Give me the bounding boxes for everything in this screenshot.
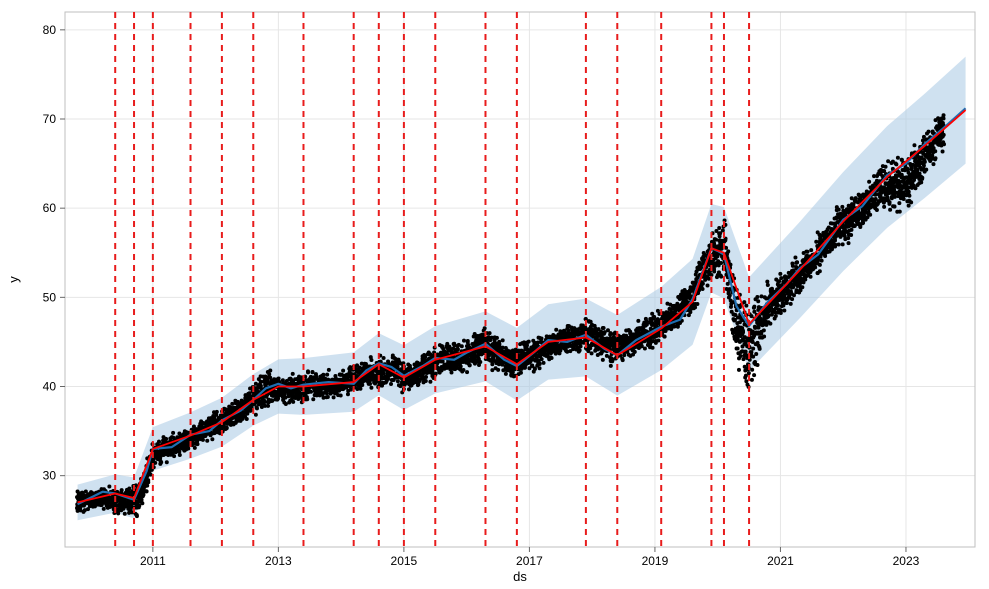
y-tick-label: 60	[43, 201, 57, 215]
x-tick-label: 2017	[516, 554, 543, 568]
forecast-chart: 2011 2013 2015 2017 2019 2021 2023 30 40 50 60 70 80…	[0, 0, 989, 589]
y-tick-label: 40	[43, 380, 57, 394]
x-tick-label: 2015	[391, 554, 418, 568]
chart-svg: 2011 2013 2015 2017 2019 2021 2023 30 40 50 60 70 80…	[0, 0, 989, 589]
y-tick-label: 30	[43, 469, 57, 483]
x-tick-label: 2021	[767, 554, 794, 568]
x-tick-label: 2023	[893, 554, 920, 568]
y-tick-label: 80	[43, 23, 57, 37]
y-tick-label: 50	[43, 290, 57, 304]
x-tick-label: 2013	[265, 554, 292, 568]
x-tick-label: 2011	[140, 554, 166, 568]
y-axis-label: y	[6, 276, 21, 283]
y-tick-label: 70	[43, 112, 57, 126]
x-axis-label: ds	[513, 569, 527, 584]
x-tick-label: 2019	[642, 554, 669, 568]
